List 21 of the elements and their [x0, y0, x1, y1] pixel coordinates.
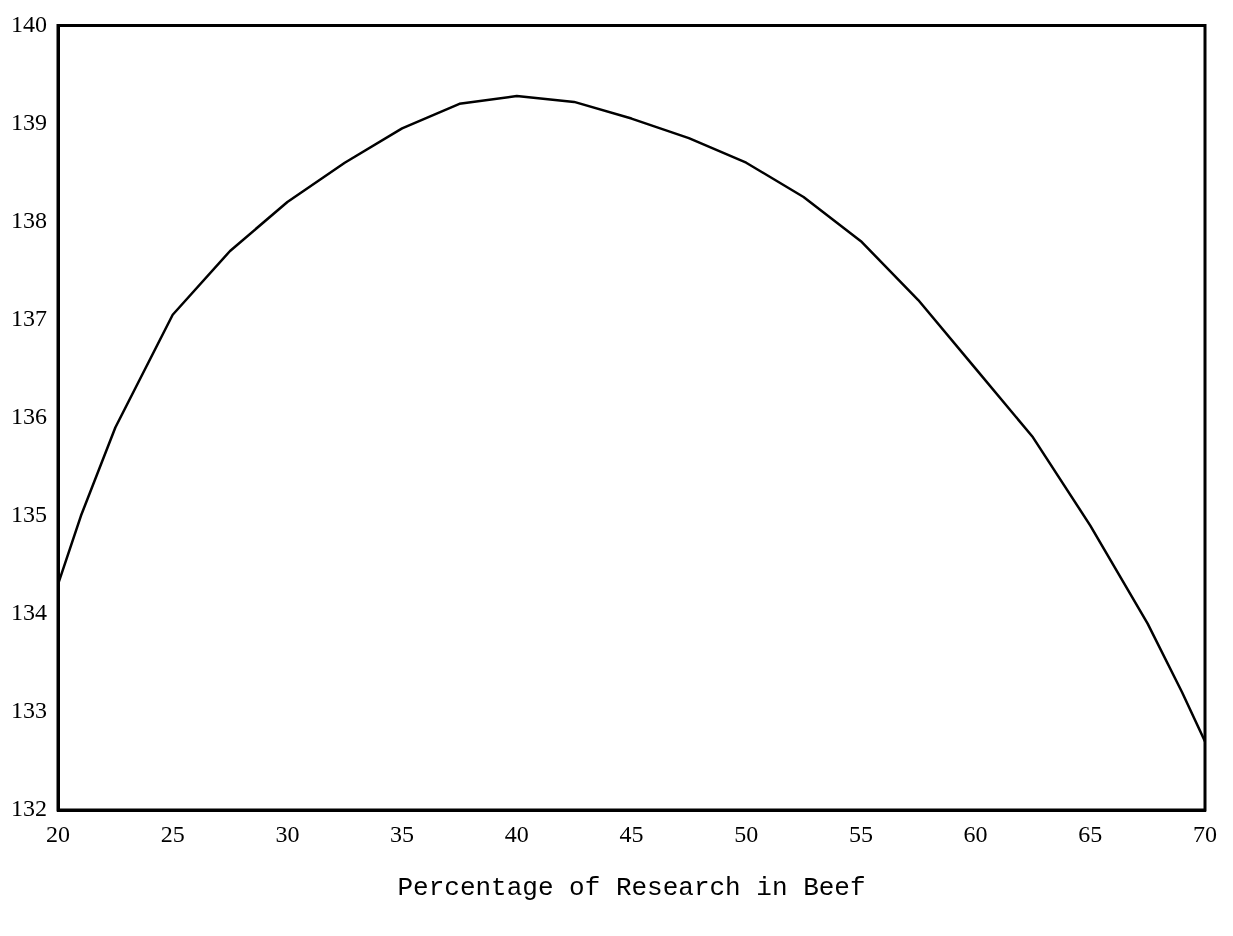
- y-tick-label: 139: [11, 108, 47, 135]
- x-tick-label: 65: [1078, 820, 1103, 847]
- y-tick-label: 138: [11, 206, 47, 233]
- x-axis-title: Percentage of Research in Beef: [397, 873, 866, 904]
- x-tick-label: 55: [848, 820, 873, 847]
- y-tick-label: 136: [11, 403, 47, 429]
- x-tick-label: 40: [504, 820, 529, 847]
- y-tick-label: 140: [11, 10, 47, 37]
- x-tick-label: 30: [275, 820, 300, 847]
- x-tick-label: 20: [46, 820, 70, 847]
- y-tick-label: 134: [11, 599, 47, 626]
- x-tick-label: 60: [963, 820, 988, 847]
- x-tick-label: 50: [734, 820, 759, 847]
- x-tick-label: 45: [619, 820, 644, 847]
- y-tick-label: 133: [11, 697, 47, 724]
- x-tick-label: 35: [390, 820, 415, 847]
- x-tick-label: 25: [160, 820, 185, 847]
- y-tick-label: 135: [11, 501, 47, 528]
- y-tick-label: 137: [11, 304, 47, 331]
- y-tick-label: 132: [11, 795, 47, 822]
- x-tick-label: 70: [1193, 820, 1217, 847]
